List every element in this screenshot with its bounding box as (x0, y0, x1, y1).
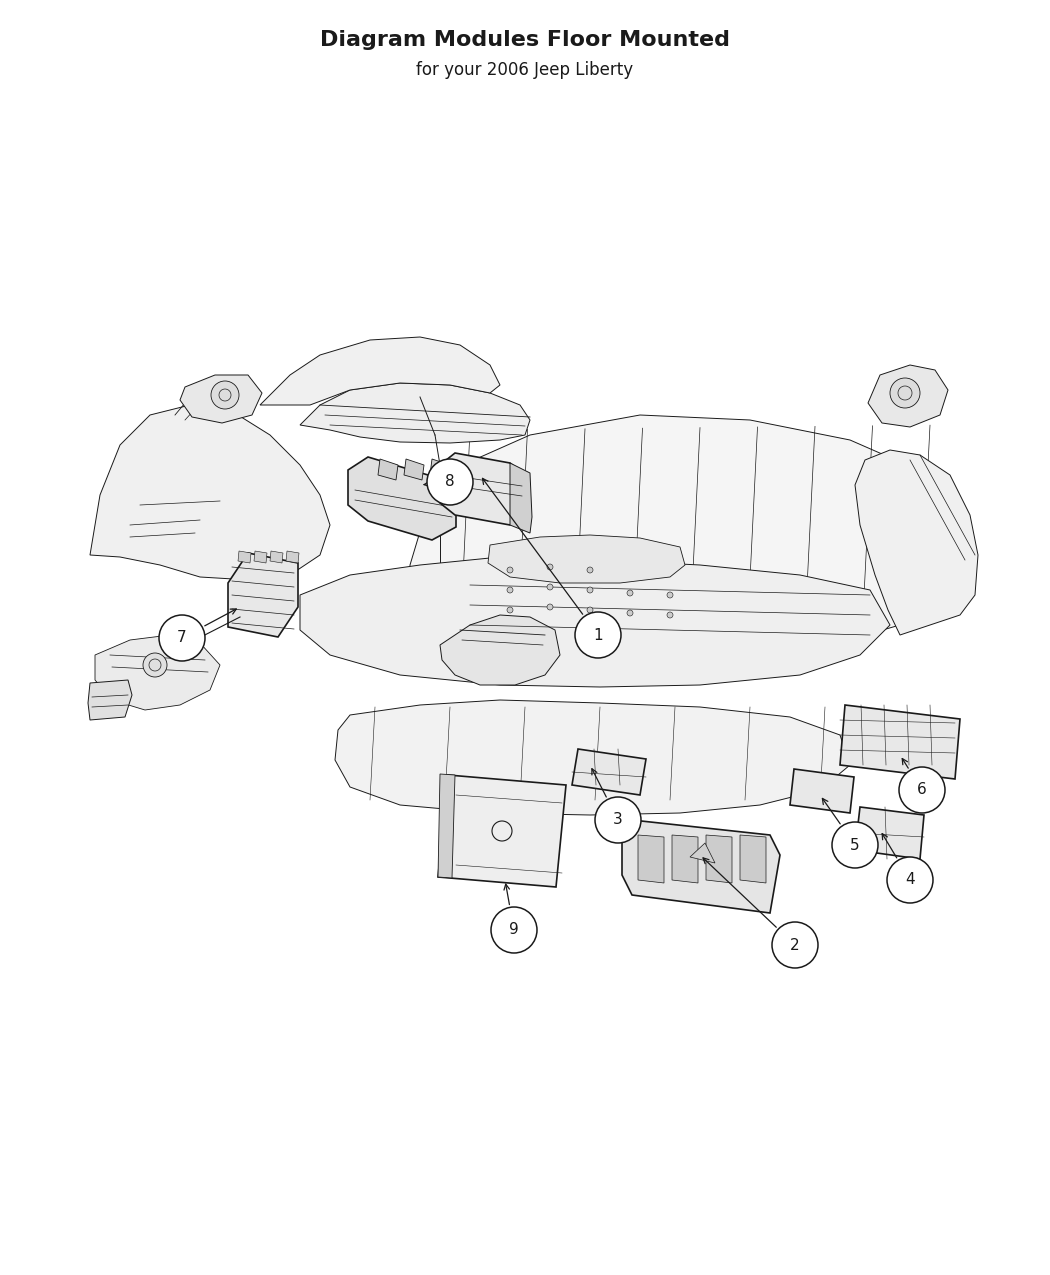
Circle shape (547, 564, 553, 570)
Circle shape (587, 607, 593, 613)
Circle shape (667, 592, 673, 598)
Text: for your 2006 Jeep Liberty: for your 2006 Jeep Liberty (417, 61, 633, 79)
Polygon shape (790, 769, 854, 813)
Circle shape (159, 615, 205, 660)
Text: 8: 8 (445, 474, 455, 490)
Polygon shape (740, 835, 766, 884)
Circle shape (587, 567, 593, 572)
Circle shape (587, 586, 593, 593)
Polygon shape (348, 456, 456, 541)
Text: Diagram Modules Floor Mounted: Diagram Modules Floor Mounted (320, 31, 730, 50)
Polygon shape (438, 774, 455, 878)
Polygon shape (300, 382, 530, 442)
Polygon shape (94, 635, 220, 710)
Polygon shape (180, 375, 262, 423)
Text: 3: 3 (613, 812, 623, 827)
Circle shape (899, 768, 945, 813)
Polygon shape (690, 843, 715, 863)
Circle shape (772, 922, 818, 968)
Circle shape (211, 381, 239, 409)
Polygon shape (300, 557, 890, 687)
Circle shape (427, 459, 472, 505)
Polygon shape (88, 680, 132, 720)
Polygon shape (855, 450, 978, 635)
Polygon shape (438, 775, 566, 887)
Polygon shape (378, 459, 398, 479)
Circle shape (143, 653, 167, 677)
Text: 6: 6 (917, 783, 927, 797)
Circle shape (507, 567, 513, 572)
Polygon shape (440, 615, 560, 685)
Polygon shape (410, 414, 970, 660)
Polygon shape (510, 463, 532, 533)
Circle shape (595, 797, 640, 843)
Circle shape (547, 584, 553, 590)
Polygon shape (270, 551, 284, 564)
Circle shape (627, 609, 633, 616)
Polygon shape (254, 551, 267, 564)
Polygon shape (572, 748, 646, 796)
Polygon shape (90, 405, 330, 580)
Polygon shape (672, 835, 698, 884)
Polygon shape (430, 459, 450, 479)
Polygon shape (260, 337, 500, 405)
Polygon shape (855, 807, 924, 859)
Text: 4: 4 (905, 872, 915, 887)
Polygon shape (868, 365, 948, 427)
Text: 1: 1 (593, 627, 603, 643)
Polygon shape (335, 700, 850, 815)
Polygon shape (622, 820, 780, 913)
Circle shape (507, 607, 513, 613)
Polygon shape (488, 536, 685, 583)
Text: 7: 7 (177, 631, 187, 645)
Circle shape (667, 612, 673, 618)
Text: 2: 2 (791, 937, 800, 952)
Text: 5: 5 (850, 838, 860, 853)
Circle shape (547, 604, 553, 609)
Polygon shape (840, 705, 960, 779)
Circle shape (627, 590, 633, 595)
Circle shape (575, 612, 621, 658)
Polygon shape (238, 551, 251, 564)
Circle shape (890, 377, 920, 408)
Text: 9: 9 (509, 923, 519, 937)
Circle shape (491, 907, 537, 952)
Circle shape (507, 586, 513, 593)
Circle shape (887, 857, 933, 903)
Circle shape (832, 822, 878, 868)
Polygon shape (404, 459, 424, 479)
Polygon shape (440, 453, 525, 525)
Polygon shape (638, 835, 664, 884)
Polygon shape (706, 835, 732, 884)
Polygon shape (228, 553, 298, 638)
Polygon shape (286, 551, 299, 564)
